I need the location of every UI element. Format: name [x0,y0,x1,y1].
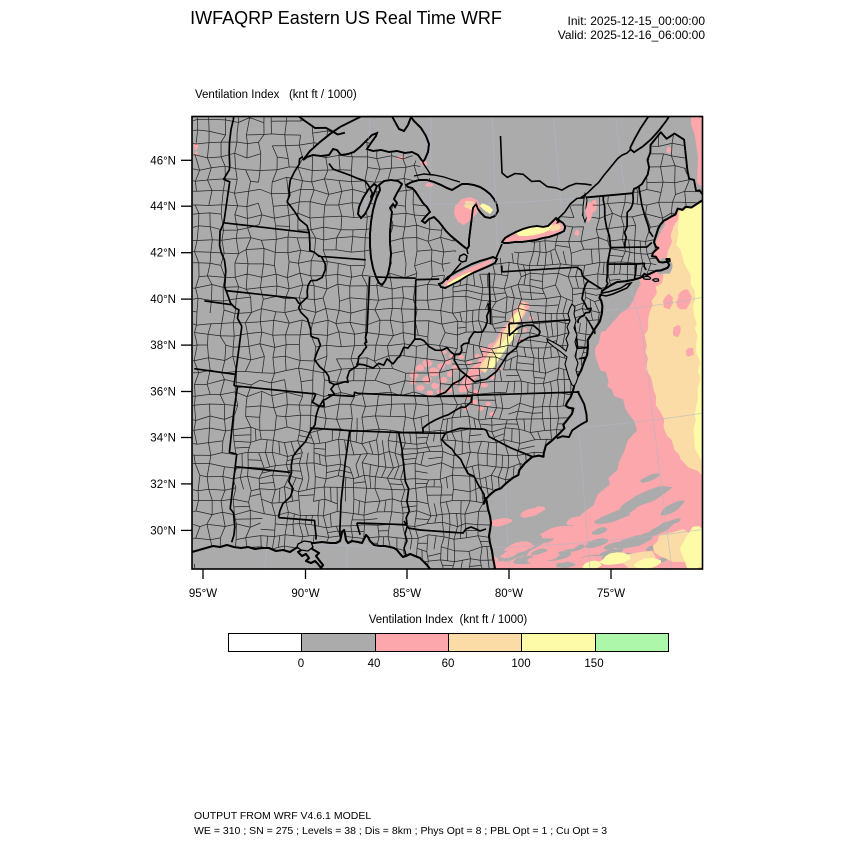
svg-text:95°W: 95°W [189,588,217,600]
svg-text:80°W: 80°W [495,588,523,600]
svg-text:30°N: 30°N [150,525,176,537]
svg-text:38°N: 38°N [150,340,176,352]
svg-text:42°N: 42°N [150,248,176,260]
svg-text:90°W: 90°W [291,588,319,600]
svg-text:32°N: 32°N [150,479,176,491]
svg-text:44°N: 44°N [150,201,176,213]
svg-text:36°N: 36°N [150,387,176,399]
svg-text:75°W: 75°W [597,588,625,600]
svg-text:34°N: 34°N [150,433,176,445]
svg-text:85°W: 85°W [393,588,421,600]
svg-text:46°N: 46°N [150,155,176,167]
svg-text:40°N: 40°N [150,294,176,306]
